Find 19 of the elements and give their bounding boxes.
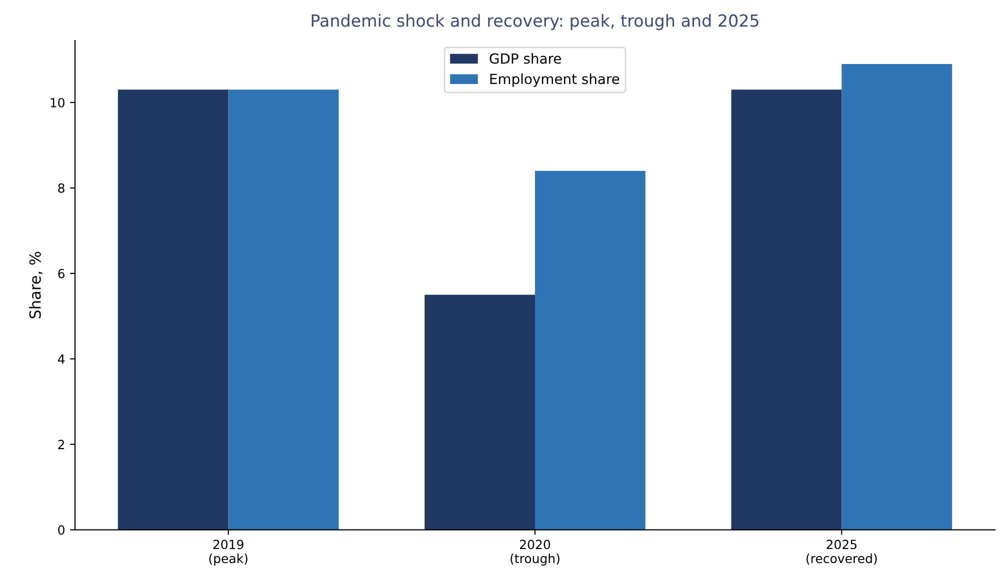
bar [228, 90, 339, 530]
y-tick-label: 6 [58, 268, 64, 278]
legend-label: Employment share [490, 73, 620, 87]
x-tick-label: 2019 (peak) [209, 540, 248, 566]
bar [842, 64, 952, 530]
x-tick-label: 2020 (trough) [510, 540, 560, 566]
bar [424, 294, 535, 530]
legend-label: GDP share [490, 53, 561, 64]
y-tick-label: 8 [58, 183, 64, 193]
y-tick-label: 4 [58, 354, 65, 364]
chart-title: Pandemic shock and recovery: peak, trough and 2025 [312, 14, 758, 30]
bar [731, 90, 842, 530]
bar [118, 90, 228, 530]
y-tick-label: 0 [58, 525, 64, 535]
y-axis-title: Share, % [29, 252, 42, 318]
y-tick-label: 10 [50, 98, 64, 108]
y-tick-label: 2 [58, 440, 64, 450]
x-tick-label: 2025 (recovered) [806, 540, 877, 565]
bar [535, 170, 646, 530]
